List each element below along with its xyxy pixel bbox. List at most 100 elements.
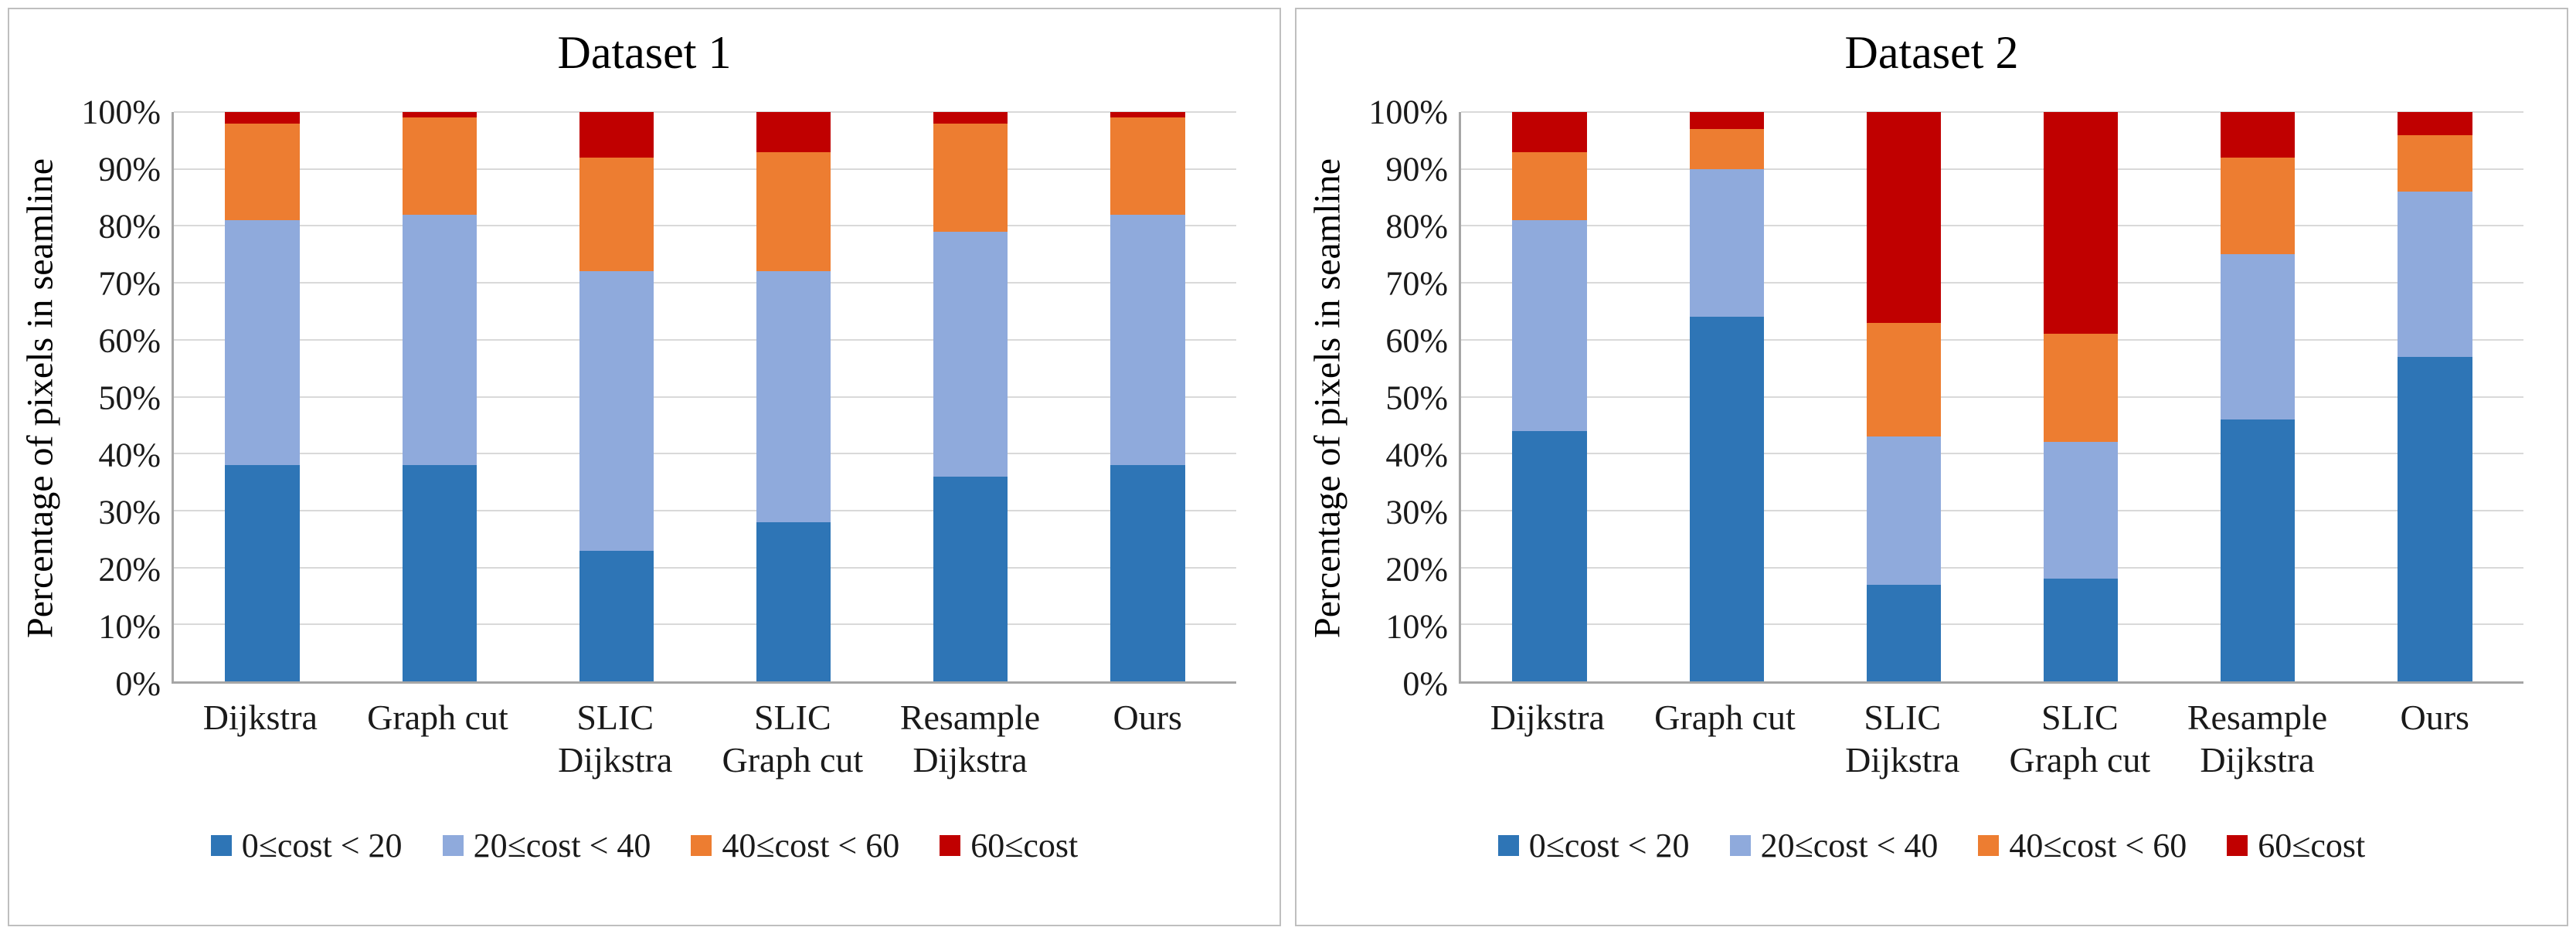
legend-label: 60≤cost	[970, 827, 1079, 865]
x-axis-label: Ours	[2400, 698, 2469, 737]
stacked-bar	[1689, 112, 1764, 681]
plot-area	[172, 111, 1236, 684]
bar-segment	[1110, 117, 1185, 215]
y-axis-title: Percentage of pixels in seamline	[19, 158, 61, 638]
x-axis-label: Graph cut	[367, 698, 508, 737]
legend-item: 40≤cost < 60	[1978, 826, 2187, 865]
bar-segment	[2221, 419, 2296, 681]
gridline	[174, 566, 1236, 569]
bar-column	[1059, 112, 1236, 681]
legend-item: 20≤cost < 40	[442, 826, 651, 865]
legend-swatch-icon	[2227, 835, 2248, 857]
x-axis-label: SLIC Dijkstra	[558, 698, 673, 780]
bar-segment	[1866, 322, 1942, 437]
gridline	[174, 338, 1236, 341]
bar-segment	[1689, 112, 1764, 130]
y-tick-label: 80%	[98, 207, 161, 246]
chart-area: Percentage of pixels in seamline 0% 10% 20…	[9, 93, 1280, 703]
gridline	[174, 225, 1236, 227]
legend-item: 60≤cost	[2227, 826, 2365, 865]
bar-segment	[225, 464, 300, 681]
x-axis-label: Dijkstra	[202, 698, 318, 737]
y-axis-ticks: 0% 10% 20% 30% 40% 50% 60% 70% 80% 90% 100%	[71, 93, 172, 703]
y-axis-ticks: 0% 10% 20% 30% 40% 50% 60% 70% 80% 90% 100%	[1358, 93, 1459, 703]
gridline	[174, 168, 1236, 170]
bar-segment	[1110, 112, 1185, 118]
legend-label: 0≤cost < 20	[241, 827, 403, 865]
bar-segment	[579, 157, 654, 272]
bar-segment	[225, 112, 300, 124]
bar-segment	[1866, 436, 1942, 585]
x-axis-label: Ours	[1113, 698, 1182, 737]
stacked-bar	[933, 112, 1008, 681]
bar-column	[2170, 112, 2347, 681]
stacked-bar	[2221, 112, 2296, 681]
gridline	[174, 623, 1236, 626]
bar-segment	[1512, 151, 1587, 221]
bar-segment	[402, 214, 477, 465]
legend-swatch-icon	[1978, 835, 2000, 857]
bar-segment	[2043, 579, 2119, 681]
legend-swatch-icon	[442, 835, 464, 857]
legend-item: 0≤cost < 20	[1497, 826, 1690, 865]
bar-segment	[2221, 254, 2296, 419]
y-tick-label: 100%	[1368, 93, 1448, 131]
plot-area	[1459, 111, 2523, 684]
legend-label: 20≤cost < 40	[473, 827, 651, 865]
bar-column	[1993, 112, 2170, 681]
bar-segment	[1110, 464, 1185, 681]
gridline	[1461, 453, 2523, 455]
bars	[174, 112, 1236, 681]
stacked-bar	[2043, 112, 2119, 681]
gridline	[174, 111, 1236, 113]
chart-title: Dataset 2	[1844, 27, 2019, 78]
stacked-bar	[1110, 112, 1185, 681]
gridline	[1461, 338, 2523, 341]
bar-column	[351, 112, 528, 681]
y-tick-label: 40%	[98, 436, 161, 474]
bar-segment	[1689, 168, 1764, 318]
legend-label: 60≤cost	[2258, 827, 2366, 865]
legend-item: 0≤cost < 20	[210, 826, 403, 865]
x-axis-label: Dijkstra	[1490, 698, 1605, 737]
gridline	[1461, 623, 2523, 626]
chart-title: Dataset 1	[557, 27, 732, 78]
bar-segment	[2043, 442, 2119, 579]
bar-column	[2347, 112, 2523, 681]
bar-segment	[933, 112, 1008, 124]
bar-segment	[2398, 134, 2472, 192]
bar-segment	[2398, 192, 2472, 357]
bar-segment	[2221, 157, 2296, 255]
stacked-bar	[2398, 112, 2472, 681]
bar-column	[1638, 112, 1815, 681]
y-tick-label: 20%	[1385, 550, 1448, 589]
legend-swatch-icon	[210, 835, 232, 857]
y-tick-label: 70%	[98, 264, 161, 303]
y-tick-label: 60%	[98, 321, 161, 360]
bar-segment	[1512, 430, 1587, 681]
bar-segment	[579, 112, 654, 158]
gridline	[174, 453, 1236, 455]
gridline	[1461, 282, 2523, 284]
bar-column	[705, 112, 882, 681]
gridline	[1461, 225, 2523, 227]
gridline	[1461, 566, 2523, 569]
bar-segment	[225, 123, 300, 221]
bar-segment	[1689, 317, 1764, 681]
bar-segment	[933, 123, 1008, 232]
bar-segment	[1110, 214, 1185, 465]
y-tick-label: 30%	[98, 493, 161, 532]
legend-item: 60≤cost	[940, 826, 1078, 865]
y-tick-label: 50%	[98, 379, 161, 417]
gridline	[1461, 111, 2523, 113]
bar-segment	[1512, 112, 1587, 152]
gridline	[174, 282, 1236, 284]
bars	[1461, 112, 2523, 681]
legend-swatch-icon	[691, 835, 712, 857]
stacked-bar	[579, 112, 654, 681]
bar-segment	[402, 117, 477, 215]
bar-segment	[2398, 356, 2472, 681]
chart-area: Percentage of pixels in seamline 0% 10% 20…	[1296, 93, 2567, 703]
x-axis-label: SLIC Graph cut	[722, 698, 864, 780]
y-tick-label: 80%	[1385, 207, 1448, 246]
